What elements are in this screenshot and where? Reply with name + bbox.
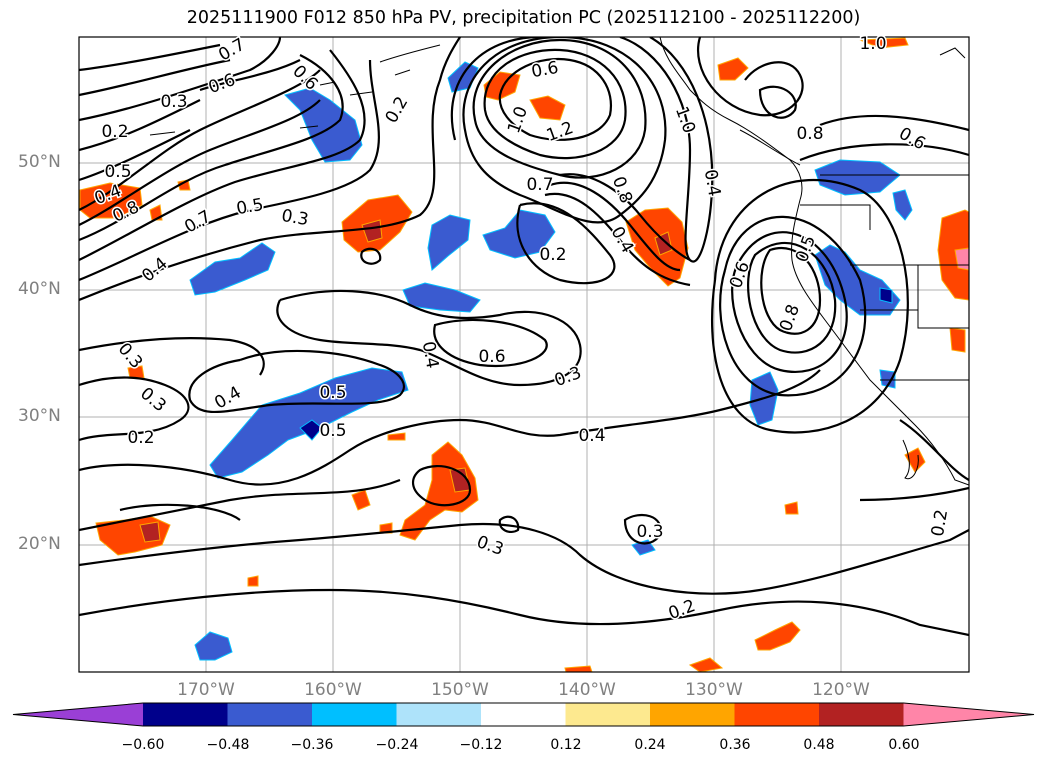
contour-label: 1.0 bbox=[671, 104, 699, 136]
contour-label: 0.3 bbox=[280, 206, 310, 230]
colorbar-swatch bbox=[734, 703, 820, 726]
contour-label: 0.2 bbox=[928, 508, 952, 538]
contour-label: 0.3 bbox=[552, 363, 584, 391]
contour-label: 0.7 bbox=[215, 35, 248, 66]
contour-labels: 0.7 0.6 0.6 0.3 0.2 0.5 0.4 0.8 0.7 0.5 0.4 0.3 0.2 0… bbox=[90, 33, 953, 626]
map-frame bbox=[78, 36, 970, 673]
colorbar bbox=[12, 702, 1035, 727]
contour-label: 0.3 bbox=[636, 522, 663, 542]
contour-label: 0.8 bbox=[796, 124, 823, 144]
contour-label: 1.2 bbox=[544, 118, 576, 146]
contour-label: 0.6 bbox=[726, 259, 754, 291]
contour-label: 0.3 bbox=[136, 384, 170, 417]
contour-label: 0.2 bbox=[101, 122, 128, 142]
pv-contours bbox=[79, 37, 969, 637]
coastlines bbox=[149, 37, 969, 486]
contour-label: 0.8 bbox=[608, 174, 636, 206]
colorbar-tick: 0.12 bbox=[550, 737, 582, 753]
contour-label: 0.6 bbox=[478, 347, 505, 367]
contour-label: 0.5 bbox=[319, 383, 346, 403]
colorbar-swatch bbox=[143, 703, 228, 726]
lon-label-130w: 130°W bbox=[685, 680, 743, 700]
colorbar-swatch bbox=[481, 703, 566, 726]
colorbar-swatch bbox=[396, 703, 482, 726]
contour-label: 0.4 bbox=[578, 426, 605, 446]
contour-label: 0.3 bbox=[474, 532, 506, 560]
colorbar-swatch bbox=[565, 703, 651, 726]
lon-label-160w: 160°W bbox=[304, 680, 362, 700]
contour-label: 0.4 bbox=[700, 168, 724, 198]
contour-label: 0.3 bbox=[160, 92, 187, 112]
contour-label: 0.4 bbox=[418, 340, 442, 370]
contour-label: 0.4 bbox=[138, 254, 172, 287]
lon-label-120w: 120°W bbox=[812, 680, 870, 700]
contour-label: 0.5 bbox=[104, 162, 131, 182]
lon-label-170w: 170°W bbox=[177, 680, 235, 700]
lat-label-50n: 50°N bbox=[18, 152, 61, 172]
contour-label: 0.2 bbox=[539, 245, 566, 265]
contour-label: 0.6 bbox=[895, 124, 928, 155]
contour-label: 0.5 bbox=[319, 421, 346, 441]
contour-label: 0.6 bbox=[206, 70, 238, 98]
contour-label: 0.5 bbox=[235, 195, 265, 219]
colorbar-tick: 0.24 bbox=[634, 737, 666, 753]
colorbar-tick: −0.36 bbox=[290, 737, 334, 753]
colorbar-tick: −0.12 bbox=[459, 737, 503, 753]
colorbar-tick: −0.60 bbox=[121, 737, 165, 753]
lat-label-20n: 20°N bbox=[18, 534, 61, 554]
colorbar-swatch bbox=[819, 703, 904, 726]
colorbar-tick: 0.48 bbox=[803, 737, 835, 753]
contour-label: 0.2 bbox=[382, 93, 413, 126]
lat-label-40n: 40°N bbox=[18, 279, 61, 299]
colorbar-tick: 0.60 bbox=[888, 737, 920, 753]
contour-label: 0.2 bbox=[666, 596, 698, 624]
contour-label: 0.7 bbox=[526, 175, 553, 195]
contour-label: 1.0 bbox=[504, 104, 532, 136]
lat-label-30n: 30°N bbox=[18, 406, 61, 426]
lon-label-140w: 140°W bbox=[558, 680, 616, 700]
colorbar-tick: −0.48 bbox=[206, 737, 250, 753]
colorbar-swatch bbox=[650, 703, 735, 726]
colorbar-tick: 0.36 bbox=[719, 737, 751, 753]
colorbar-swatch bbox=[312, 703, 397, 726]
contour-label: 1.0 bbox=[859, 34, 886, 54]
lon-label-150w: 150°W bbox=[431, 680, 489, 700]
contour-label: 0.2 bbox=[127, 428, 154, 448]
colorbar-swatch bbox=[227, 703, 313, 726]
colorbar-extend-max bbox=[903, 703, 1034, 726]
colorbar-extend-min bbox=[13, 703, 143, 726]
map-title: 2025111900 F012 850 hPa PV, precipitatio… bbox=[186, 8, 861, 28]
contour-label: 0.6 bbox=[530, 58, 560, 82]
contour-label: 0.8 bbox=[776, 302, 804, 334]
colorbar-outline bbox=[12, 702, 1035, 727]
contour-label: 0.5 bbox=[792, 233, 820, 265]
colorbar-tick: −0.24 bbox=[375, 737, 419, 753]
precip-negative-areas bbox=[189, 61, 913, 661]
